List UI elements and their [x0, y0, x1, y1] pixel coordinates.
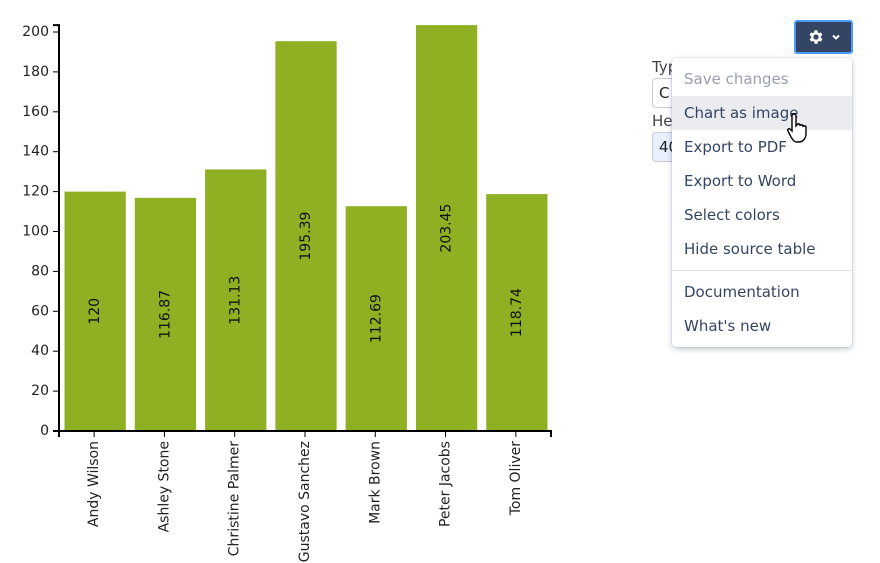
- menu-item-whats-new[interactable]: What's new: [684, 317, 772, 335]
- y-tick-label: 40: [31, 343, 49, 359]
- data-label: 118.74: [509, 288, 525, 337]
- hand-cursor-icon: [787, 113, 807, 143]
- data-label: 120: [87, 298, 103, 325]
- menu-item-export-word[interactable]: Export to Word: [684, 172, 797, 190]
- y-tick-label: 80: [31, 263, 49, 279]
- x-tick-label: Tom Oliver: [508, 441, 524, 517]
- menu-item-chart-as-image[interactable]: Chart as image: [672, 96, 852, 130]
- menu-divider: [672, 270, 852, 271]
- y-tick-label: 180: [22, 64, 49, 80]
- x-tick-label: Christine Palmer: [227, 441, 243, 556]
- bar: [64, 191, 126, 431]
- x-tick-label: Ashley Stone: [156, 441, 172, 532]
- bar: [134, 197, 197, 431]
- menu-item-select-colors[interactable]: Select colors: [684, 206, 780, 224]
- bar: [415, 25, 478, 432]
- menu-item-export-pdf[interactable]: Export to PDF: [684, 138, 787, 156]
- height-label: He: [652, 112, 673, 130]
- chevron-down-icon: [831, 34, 840, 40]
- data-label: 131.13: [228, 276, 244, 325]
- data-label: 116.87: [157, 290, 173, 339]
- bar-chart: 120 Andy Wilson 116.87 Ashley Stone 131.13 Ch…: [22, 24, 552, 562]
- y-tick-label: 160: [22, 104, 49, 120]
- x-tick-label: Gustavo Sanchez: [297, 441, 313, 562]
- gear-icon: [809, 30, 822, 44]
- y-tick-label: 20: [31, 383, 49, 399]
- x-axis: [58, 430, 552, 437]
- bar: [345, 206, 407, 431]
- menu-item-save-changes[interactable]: Save changes: [684, 70, 789, 88]
- menu-item-documentation[interactable]: Documentation: [684, 283, 800, 301]
- x-tick-label: Mark Brown: [367, 441, 383, 524]
- y-axis: [53, 24, 60, 432]
- menu-item-hide-source-table[interactable]: Hide source table: [684, 240, 816, 258]
- data-label: 203.45: [439, 204, 455, 253]
- x-tick-label: Peter Jacobs: [438, 441, 454, 527]
- y-tick-label: 140: [22, 144, 49, 160]
- chart-options-menu: Save changes Chart as image Export to PD…: [672, 58, 852, 347]
- data-label: 112.69: [368, 294, 384, 343]
- bar: [486, 194, 548, 431]
- y-tick-label: 60: [31, 303, 49, 319]
- chart-options-button[interactable]: [794, 20, 853, 54]
- y-tick-label: 120: [22, 184, 49, 200]
- bar: [275, 41, 337, 431]
- x-tick-label: Andy Wilson: [86, 441, 102, 527]
- data-label: 195.39: [298, 212, 314, 261]
- y-tick-label: 0: [40, 423, 49, 439]
- y-tick-label: 100: [22, 224, 49, 240]
- y-tick-label: 200: [22, 24, 49, 40]
- bar: [205, 169, 267, 432]
- type-label: Typ: [652, 58, 678, 76]
